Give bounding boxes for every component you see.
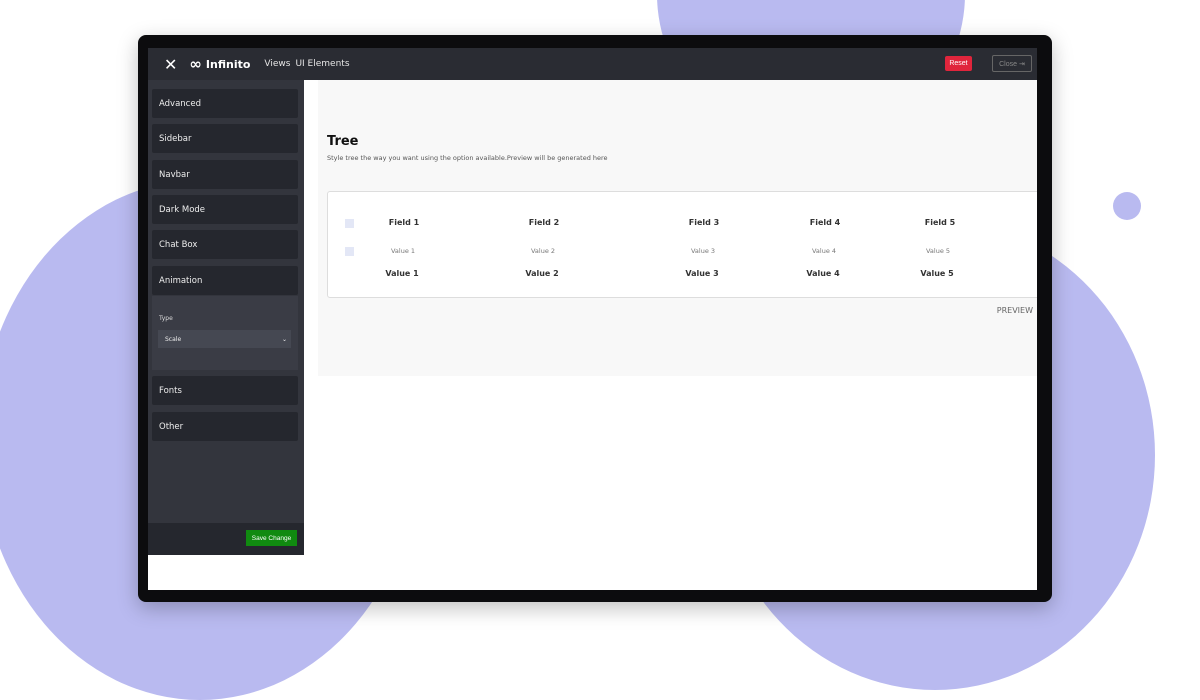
type-label: Type [159, 315, 173, 322]
reset-button[interactable]: Reset [945, 56, 972, 71]
sidebar-item-navbar[interactable]: Navbar [152, 160, 298, 189]
save-change-button[interactable]: Save Change [246, 530, 297, 546]
table-cell: Value 4 [806, 269, 840, 278]
type-select[interactable]: Scale ⌄ [158, 330, 291, 348]
close-x-icon[interactable]: ✕ [164, 54, 178, 74]
sidebar-item-sidebar[interactable]: Sidebar [152, 124, 298, 153]
navbar: ✕ ∞ Infinito Views UI Elements Reset Clos… [148, 48, 1037, 80]
column-header: Field 1 [388, 218, 420, 227]
infinity-icon: ∞ [189, 55, 202, 73]
row-checkbox[interactable] [345, 247, 354, 256]
sidebar-item-advanced[interactable]: Advanced [152, 89, 298, 118]
brand-logo[interactable]: ∞ Infinito [189, 55, 250, 73]
table-cell: Value 5 [920, 269, 954, 278]
table-cell: Value 3 [690, 247, 716, 255]
table-cell: Value 3 [685, 269, 719, 278]
app-screen: ✕ ∞ Infinito Views UI Elements Reset Clos… [148, 48, 1037, 590]
sidebar-item-dark-mode[interactable]: Dark Mode [152, 195, 298, 224]
column-header: Field 3 [688, 218, 720, 227]
table-cell: Value 4 [811, 247, 837, 255]
sidebar-item-fonts[interactable]: Fonts [152, 376, 298, 405]
header-checkbox[interactable] [345, 219, 354, 228]
table-cell: Value 1 [385, 269, 419, 278]
column-header: Field 4 [809, 218, 841, 227]
sidebar-item-other[interactable]: Other [152, 412, 298, 441]
table-cell: Value 2 [525, 269, 559, 278]
column-header: Field 2 [528, 218, 560, 227]
preview-label: PREVIEW [996, 306, 1033, 315]
close-button[interactable]: Close ⇥ [992, 55, 1032, 72]
animation-panel: Type Scale ⌄ [152, 296, 298, 370]
page-subtitle: Style tree the way you want using the op… [327, 154, 608, 162]
table-cell: Value 1 [390, 247, 416, 255]
brand-name: Infinito [205, 57, 251, 71]
table-cell: Value 5 [925, 247, 951, 255]
tree-preview-card: Field 1 Field 2 Field 3 Field 4 Field 5 … [327, 191, 1037, 298]
chevron-down-icon: ⌄ [281, 335, 287, 343]
page-title: Tree [327, 134, 359, 149]
sidebar-item-chat-box[interactable]: Chat Box [152, 230, 298, 259]
table-cell: Value 2 [530, 247, 556, 255]
column-header: Field 5 [924, 218, 956, 227]
preview-area: Tree Style tree the way you want using t… [318, 80, 1037, 376]
sidebar: Advanced Sidebar Navbar Dark Mode Chat B… [148, 80, 304, 555]
nav-views[interactable]: Views [264, 59, 291, 69]
type-value: Scale [165, 335, 182, 343]
sidebar-footer: Save Change [148, 523, 304, 555]
exit-icon: ⇥ [1018, 60, 1025, 68]
bg-dot [1113, 192, 1141, 220]
close-label: Close [999, 60, 1018, 68]
sidebar-item-animation[interactable]: Animation [152, 266, 298, 295]
nav-ui-elements[interactable]: UI Elements [295, 59, 350, 69]
